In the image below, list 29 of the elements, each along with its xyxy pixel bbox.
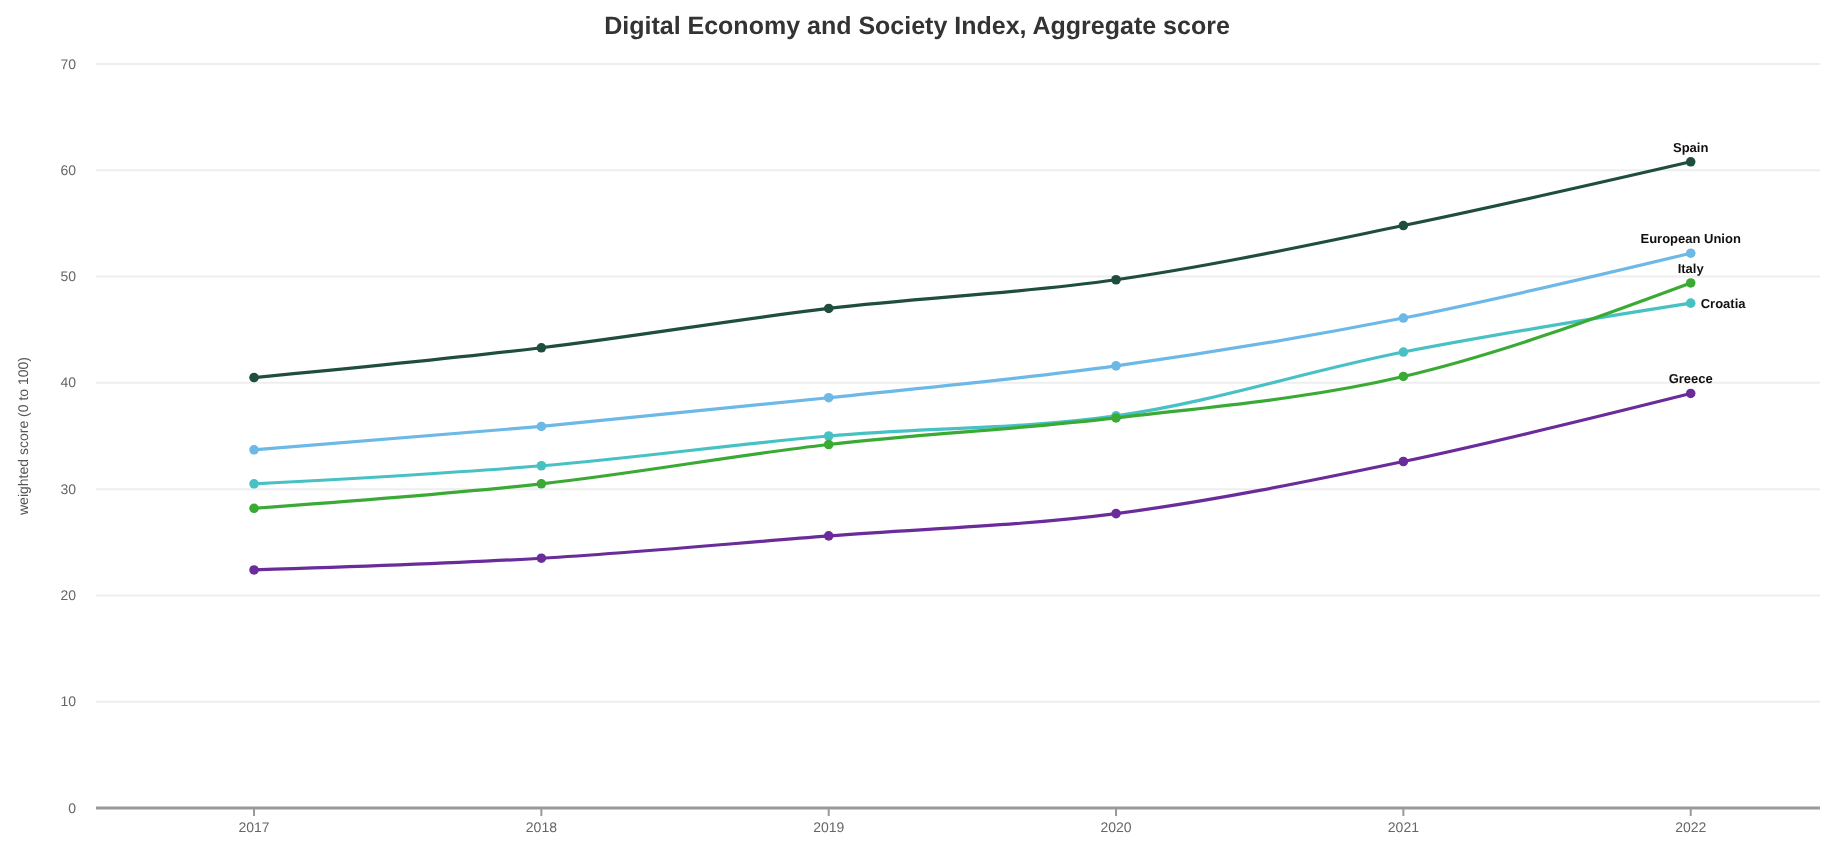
point <box>536 553 547 564</box>
point <box>823 531 834 541</box>
point <box>823 392 834 403</box>
point <box>823 303 834 314</box>
point <box>249 503 259 514</box>
point <box>536 421 547 432</box>
point <box>1398 456 1409 467</box>
point <box>1398 220 1409 231</box>
point <box>249 565 259 575</box>
point <box>1685 298 1696 308</box>
point <box>1685 388 1696 399</box>
point <box>1685 248 1696 258</box>
point <box>536 479 547 489</box>
point <box>1685 278 1696 288</box>
point <box>1111 274 1121 285</box>
point <box>1111 361 1121 371</box>
point <box>1111 508 1121 519</box>
point <box>1398 313 1409 323</box>
point <box>1398 347 1409 357</box>
point <box>536 343 547 353</box>
chart-title: Digital Economy and Society Index, Aggregate score <box>604 12 1230 40</box>
point <box>823 439 834 450</box>
point <box>536 460 547 471</box>
point <box>249 372 259 383</box>
point <box>823 431 834 441</box>
point <box>1685 157 1696 167</box>
point <box>249 445 259 455</box>
point <box>249 479 259 489</box>
point <box>1398 371 1409 382</box>
